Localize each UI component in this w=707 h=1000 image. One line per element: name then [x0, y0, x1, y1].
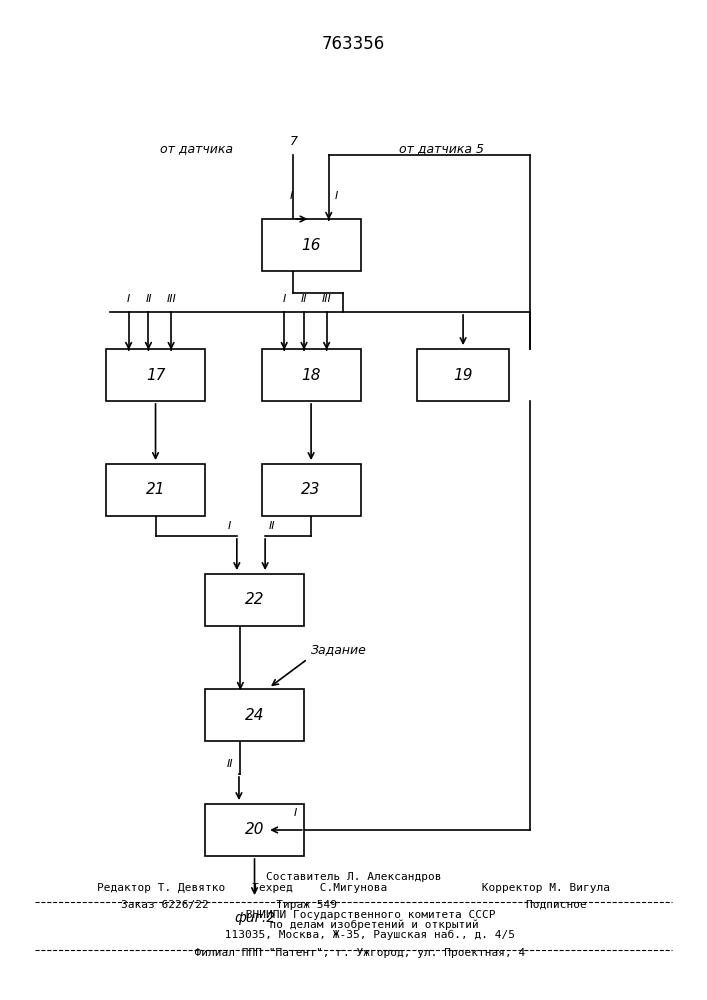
FancyBboxPatch shape — [106, 464, 205, 516]
Text: Филиал ППП "Патент", г. Ужгород, ул. Проектная, 4: Филиал ППП "Патент", г. Ужгород, ул. Про… — [182, 948, 525, 958]
Text: I: I — [294, 808, 297, 818]
Text: 19: 19 — [453, 367, 473, 382]
Text: 23: 23 — [301, 483, 321, 497]
Text: Редактор Т. Девятко    Техред    С.Мигунова              Корректор М. Вигула: Редактор Т. Девятко Техред С.Мигунова Ко… — [97, 883, 610, 893]
Text: I: I — [283, 294, 286, 304]
Text: I: I — [127, 294, 130, 304]
Text: II: II — [227, 759, 233, 769]
FancyBboxPatch shape — [205, 574, 304, 626]
FancyBboxPatch shape — [262, 349, 361, 401]
Text: II: II — [269, 521, 275, 531]
Text: 18: 18 — [301, 367, 321, 382]
Text: III: III — [322, 294, 332, 304]
FancyBboxPatch shape — [262, 464, 361, 516]
Text: I: I — [228, 521, 231, 531]
FancyBboxPatch shape — [106, 349, 205, 401]
Text: от датчика 5: от датчика 5 — [399, 142, 484, 155]
Text: 763356: 763356 — [322, 35, 385, 53]
Text: 17: 17 — [146, 367, 165, 382]
Text: ВНИИПИ Государственного комитета СССР: ВНИИПИ Государственного комитета СССР — [212, 910, 495, 920]
Text: Составитель Л. Александров: Составитель Л. Александров — [266, 872, 441, 882]
Text: фuг.2: фuг.2 — [234, 911, 275, 925]
Text: 24: 24 — [245, 708, 264, 722]
Text: 20: 20 — [245, 822, 264, 838]
Text: 113035, Москва, Ж-35, Раушская наб., д. 4/5: 113035, Москва, Ж-35, Раушская наб., д. … — [192, 930, 515, 940]
Text: I: I — [290, 191, 293, 201]
Text: 7: 7 — [289, 135, 298, 148]
Text: III: III — [166, 294, 176, 304]
Text: Заказ 6226/22          Тираж 549                            Подписное: Заказ 6226/22 Тираж 549 Подписное — [121, 900, 586, 910]
FancyBboxPatch shape — [262, 219, 361, 271]
Text: 16: 16 — [301, 237, 321, 252]
Text: I: I — [334, 191, 338, 201]
FancyBboxPatch shape — [417, 349, 509, 401]
Text: по делам изобретений и открытий: по делам изобретений и открытий — [228, 920, 479, 930]
Text: Задание: Задание — [311, 643, 367, 656]
FancyBboxPatch shape — [205, 689, 304, 741]
FancyBboxPatch shape — [205, 804, 304, 856]
Text: 21: 21 — [146, 483, 165, 497]
Text: 22: 22 — [245, 592, 264, 607]
Text: II: II — [145, 294, 152, 304]
Text: от датчика: от датчика — [160, 142, 233, 155]
Text: II: II — [300, 294, 308, 304]
